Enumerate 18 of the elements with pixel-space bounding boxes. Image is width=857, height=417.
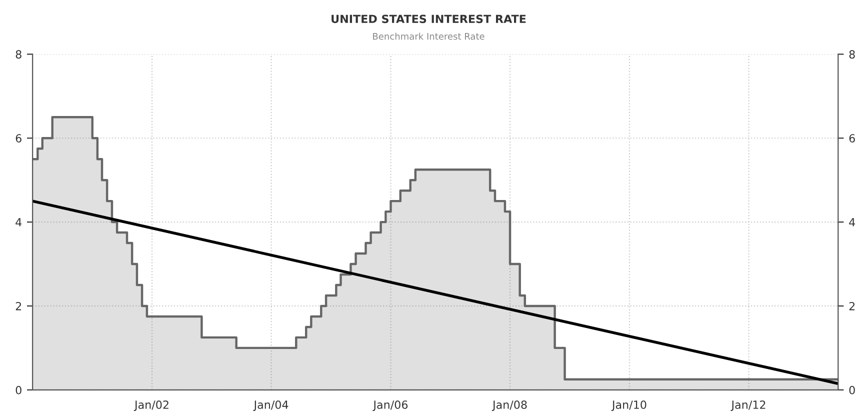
y-tick-label: 0 xyxy=(16,386,22,394)
y-tick-label: 4 xyxy=(16,218,22,226)
y-tick-label: 2 xyxy=(16,302,22,310)
y2-tick-label: 2 xyxy=(849,302,855,310)
y2-tick-label: 4 xyxy=(849,218,856,226)
chart-subtitle: Benchmark Interest Rate xyxy=(373,32,484,40)
y2-tick-label: 6 xyxy=(849,134,855,143)
x-tick-label: Jan/10 xyxy=(611,400,646,411)
y-tick-label: 8 xyxy=(16,50,22,59)
y-tick-label: 6 xyxy=(16,134,22,143)
x-tick-label: Jan/08 xyxy=(492,400,527,411)
x-tick-label: Jan/06 xyxy=(372,400,408,411)
x-tick-label: Jan/02 xyxy=(134,400,168,411)
x-tick-label: Jan/04 xyxy=(253,400,288,411)
x-tick-label: Jan/12 xyxy=(730,400,766,411)
y2-tick-label: 8 xyxy=(849,50,855,59)
chart-title: UNITED STATES INTEREST RATE xyxy=(332,14,526,24)
y2-tick-label: 0 xyxy=(849,386,855,394)
